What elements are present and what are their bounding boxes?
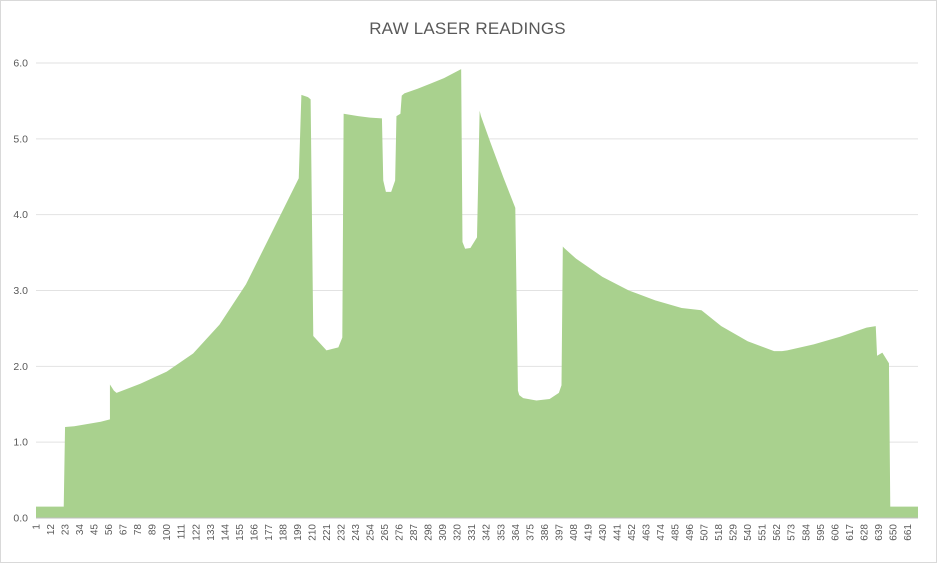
x-tick-label: 78 xyxy=(133,524,144,536)
x-tick-label: 408 xyxy=(569,524,580,541)
x-tick-label: 540 xyxy=(743,524,754,541)
x-tick-label: 584 xyxy=(801,524,812,541)
x-tick-label: 628 xyxy=(859,524,870,541)
x-tick-label: 452 xyxy=(627,524,638,541)
x-tick-label: 210 xyxy=(307,524,318,541)
x-tick-label: 166 xyxy=(249,524,260,541)
x-tick-label: 56 xyxy=(104,524,115,536)
x-tick-label: 639 xyxy=(874,524,885,541)
x-tick-label: 441 xyxy=(612,524,623,541)
x-tick-label: 111 xyxy=(177,524,188,540)
x-tick-label: 529 xyxy=(729,524,740,541)
x-tick-label: 243 xyxy=(351,524,362,541)
y-tick-label: 3.0 xyxy=(13,285,28,297)
x-tick-label: 1 xyxy=(32,524,43,530)
x-tick-label: 496 xyxy=(685,524,696,541)
x-tick-label: 320 xyxy=(453,524,464,541)
area-series xyxy=(36,69,918,518)
x-tick-label: 177 xyxy=(264,524,275,541)
x-tick-label: 12 xyxy=(46,524,57,536)
x-tick-label: 342 xyxy=(482,524,493,541)
x-tick-label: 606 xyxy=(830,524,841,541)
x-tick-label: 562 xyxy=(772,524,783,541)
x-tick-label: 650 xyxy=(888,524,899,541)
y-tick-label: 4.0 xyxy=(13,209,28,221)
x-tick-label: 551 xyxy=(758,524,769,541)
x-tick-label: 353 xyxy=(496,524,507,541)
x-tick-label: 155 xyxy=(235,524,246,541)
x-tick-label: 67 xyxy=(119,524,130,536)
x-tick-label: 188 xyxy=(278,524,289,541)
x-tick-label: 595 xyxy=(816,524,827,541)
x-tick-label: 254 xyxy=(366,524,377,541)
y-tick-label: 5.0 xyxy=(13,133,28,145)
x-tick-label: 386 xyxy=(540,524,551,541)
x-tick-label: 617 xyxy=(845,524,856,541)
x-tick-label: 100 xyxy=(162,524,173,541)
x-tick-label: 221 xyxy=(322,524,333,541)
x-tick-label: 485 xyxy=(671,524,682,541)
x-tick-label: 474 xyxy=(656,524,667,541)
x-tick-label: 518 xyxy=(714,524,725,541)
x-tick-label: 419 xyxy=(583,524,594,541)
x-tick-label: 23 xyxy=(61,524,72,536)
y-tick-label: 2.0 xyxy=(13,361,28,373)
x-tick-label: 287 xyxy=(409,524,420,541)
x-tick-label: 573 xyxy=(787,524,798,541)
x-tick-label: 298 xyxy=(424,524,435,541)
y-tick-label: 1.0 xyxy=(13,437,28,449)
x-tick-label: 507 xyxy=(700,524,711,541)
x-tick-label: 232 xyxy=(337,524,348,541)
x-tick-label: 331 xyxy=(467,524,478,541)
chart-title: RAW LASER READINGS xyxy=(369,19,566,38)
x-tick-label: 122 xyxy=(191,524,202,541)
y-tick-label: 0.0 xyxy=(13,513,28,525)
x-tick-label: 144 xyxy=(220,524,231,541)
x-tick-label: 375 xyxy=(525,524,536,541)
x-tick-label: 364 xyxy=(511,524,522,541)
x-tick-label: 34 xyxy=(75,524,86,536)
x-tick-label: 276 xyxy=(395,524,406,541)
x-tick-label: 661 xyxy=(903,524,914,541)
x-tick-label: 133 xyxy=(206,524,217,541)
x-tick-label: 45 xyxy=(90,524,101,536)
x-tick-label: 265 xyxy=(380,524,391,541)
x-tick-label: 397 xyxy=(554,524,565,541)
x-tick-label: 463 xyxy=(642,524,653,541)
x-tick-label: 199 xyxy=(293,524,304,541)
y-tick-label: 6.0 xyxy=(13,58,28,70)
x-tick-label: 89 xyxy=(148,524,159,536)
x-tick-label: 309 xyxy=(438,524,449,541)
x-tick-label: 430 xyxy=(598,524,609,541)
